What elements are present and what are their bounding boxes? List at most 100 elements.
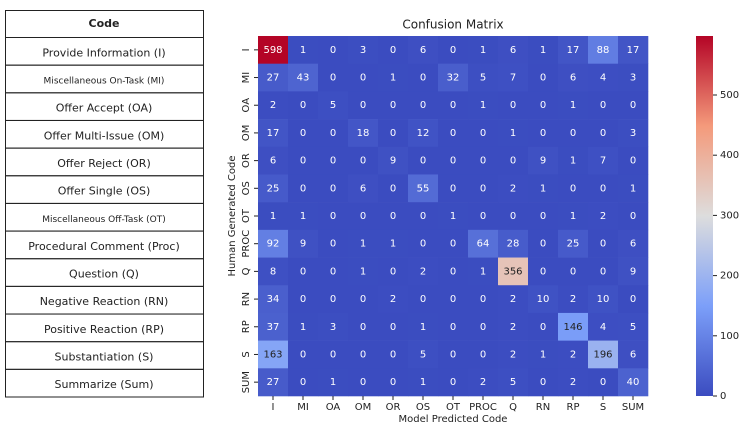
heatmap-cell bbox=[528, 340, 559, 369]
cell-label: 0 bbox=[450, 100, 456, 111]
heatmap-cell bbox=[288, 174, 319, 203]
cell-label: 2 bbox=[510, 183, 516, 194]
cell-label: 1 bbox=[540, 45, 546, 56]
x-tick-label: SUM bbox=[622, 402, 644, 413]
heatmap-cell bbox=[618, 91, 649, 120]
heatmap-cell bbox=[588, 63, 619, 92]
cell-label: 0 bbox=[450, 239, 456, 250]
cell-label: 12 bbox=[417, 128, 430, 139]
cell-label: 0 bbox=[390, 100, 396, 111]
heatmap-cell bbox=[558, 368, 589, 397]
heatmap-cell bbox=[468, 119, 499, 148]
cell-label: 0 bbox=[450, 128, 456, 139]
cell-label: 9 bbox=[390, 156, 396, 167]
cell-label: 0 bbox=[570, 183, 576, 194]
cell-label: 0 bbox=[420, 239, 426, 250]
heatmap-cell bbox=[318, 340, 349, 369]
heatmap-cell bbox=[438, 36, 469, 64]
cell-label: 0 bbox=[360, 156, 366, 167]
x-tick-label: Q bbox=[509, 402, 517, 413]
cell-label: 27 bbox=[267, 73, 280, 84]
heatmap-cell bbox=[318, 91, 349, 120]
y-tick-label: S bbox=[241, 351, 252, 357]
cell-label: 92 bbox=[267, 239, 280, 250]
heatmap-cell bbox=[318, 119, 349, 148]
cell-label: 0 bbox=[600, 266, 606, 277]
heatmap-cell bbox=[288, 146, 319, 175]
heatmap-cell bbox=[348, 36, 379, 64]
table-row-label: Procedural Comment (Proc) bbox=[28, 240, 180, 253]
heatmap-cell bbox=[288, 36, 319, 64]
colorbar-tick-label: 300 bbox=[720, 210, 739, 221]
heatmap-cell bbox=[348, 63, 379, 92]
heatmap-cell bbox=[378, 257, 409, 286]
heatmap-cell bbox=[258, 119, 289, 148]
heatmap-cell bbox=[618, 257, 649, 286]
cell-label: 0 bbox=[330, 183, 336, 194]
heatmap-cell bbox=[408, 63, 439, 92]
heatmap-cell bbox=[528, 202, 559, 231]
heatmap-cell bbox=[348, 312, 379, 341]
cell-label: 0 bbox=[450, 45, 456, 56]
cell-label: 1 bbox=[390, 73, 396, 84]
heatmap-cell bbox=[318, 146, 349, 175]
cell-label: 17 bbox=[627, 45, 640, 56]
cell-label: 1 bbox=[300, 322, 306, 333]
cell-label: 0 bbox=[300, 266, 306, 277]
cell-label: 1 bbox=[570, 100, 576, 111]
cell-label: 6 bbox=[360, 183, 366, 194]
y-tick-label: PROC bbox=[241, 230, 252, 258]
heatmap-cell bbox=[258, 36, 289, 64]
heatmap-cell bbox=[528, 257, 559, 286]
y-tick-label: Q bbox=[241, 267, 252, 275]
heatmap-cell bbox=[558, 285, 589, 314]
heatmap-cell bbox=[498, 202, 529, 231]
heatmap-cell bbox=[498, 368, 529, 397]
cell-label: 64 bbox=[477, 239, 490, 250]
heatmap-cell bbox=[378, 202, 409, 231]
colorbar-tick-label: 100 bbox=[720, 331, 739, 342]
cell-label: 4 bbox=[600, 322, 606, 333]
cell-label: 0 bbox=[360, 211, 366, 222]
x-tick-label: RP bbox=[567, 402, 580, 413]
heatmap-cell bbox=[408, 36, 439, 64]
heatmap-cell bbox=[408, 285, 439, 314]
heatmap-cell bbox=[618, 285, 649, 314]
cell-label: 0 bbox=[540, 266, 546, 277]
cell-label: 43 bbox=[297, 73, 310, 84]
heatmap-cell bbox=[558, 174, 589, 203]
y-tick-label: MI bbox=[241, 72, 252, 84]
x-tick-label: OM bbox=[355, 402, 372, 413]
x-tick-label: RN bbox=[536, 402, 550, 413]
heatmap-cell bbox=[588, 146, 619, 175]
heatmap-cell bbox=[618, 202, 649, 231]
cell-label: 0 bbox=[330, 349, 336, 360]
cell-label: 0 bbox=[420, 294, 426, 305]
cell-label: 356 bbox=[503, 266, 522, 277]
heatmap-cell bbox=[618, 340, 649, 369]
cell-label: 5 bbox=[510, 377, 516, 388]
cell-label: 0 bbox=[540, 100, 546, 111]
cell-label: 0 bbox=[300, 128, 306, 139]
cell-label: 0 bbox=[450, 183, 456, 194]
cell-label: 2 bbox=[570, 349, 576, 360]
x-tick-label: OS bbox=[416, 402, 430, 413]
heatmap-cell bbox=[468, 146, 499, 175]
cell-label: 0 bbox=[420, 73, 426, 84]
heatmap-cell bbox=[528, 174, 559, 203]
cell-label: 0 bbox=[330, 294, 336, 305]
table-row-label: Negative Reaction (RN) bbox=[40, 295, 169, 308]
heatmap-cell bbox=[348, 229, 379, 258]
heatmap-cell bbox=[258, 91, 289, 120]
x-tick-label: OA bbox=[326, 402, 341, 413]
table-row-label: Substantiation (S) bbox=[55, 351, 154, 364]
cell-label: 0 bbox=[480, 156, 486, 167]
heatmap-cell bbox=[378, 285, 409, 314]
heatmap-cell bbox=[588, 285, 619, 314]
cell-label: 6 bbox=[510, 45, 516, 56]
y-tick-label: OS bbox=[241, 181, 252, 195]
heatmap-cell bbox=[378, 146, 409, 175]
cell-label: 0 bbox=[570, 266, 576, 277]
cell-label: 2 bbox=[570, 294, 576, 305]
heatmap-cell bbox=[588, 91, 619, 120]
